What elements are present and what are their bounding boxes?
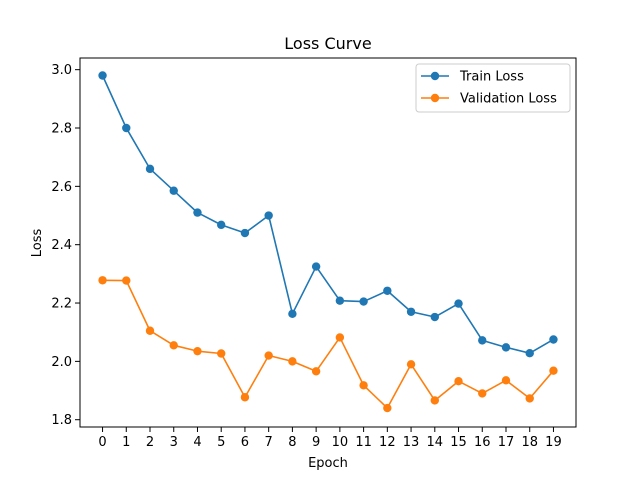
series-0-point [169,186,178,195]
y-axis-label: Loss [30,229,45,258]
x-axis-label: Epoch [308,456,348,471]
series-0-point [264,211,273,220]
series-1-point [98,276,107,285]
y-tick-label: 2.2 [51,297,72,312]
x-tick-label: 14 [427,435,444,450]
series-0-point [98,71,107,80]
x-tick-label: 13 [403,435,420,450]
x-tick-label: 12 [379,435,396,450]
series-0-point [311,262,321,271]
series-0-point [240,228,250,238]
legend-label-1: Validation Loss [460,92,557,107]
series-0-point [122,123,131,133]
series-0-point [288,309,297,319]
series-1-point [169,341,178,350]
legend-label-0: Train Loss [459,70,524,85]
series-0-point [193,208,202,217]
x-tick-label: 18 [521,435,538,450]
series-1-point [478,389,487,398]
x-tick-label: 19 [545,435,562,450]
y-tick-label: 2.8 [51,122,72,137]
legend-marker-1 [430,93,440,103]
series-0-point [430,312,439,322]
series-1-point [501,376,511,385]
chart-title: Loss Curve [284,34,371,53]
series-1-point [359,381,368,390]
x-tick-label: 16 [474,435,491,450]
x-tick-label: 2 [146,435,154,450]
x-tick-label: 10 [332,435,349,450]
x-tick-label: 5 [217,435,225,450]
series-0-point [406,307,416,316]
series-1-point [217,349,226,358]
x-tick-label: 6 [241,435,249,450]
series-1-point [193,346,202,356]
series-0-point [525,349,534,358]
y-tick-label: 2.6 [51,180,72,195]
series-0-point [501,343,511,352]
series-0-point [145,164,155,174]
plot-area [98,71,558,413]
series-1-point [335,333,345,342]
series-1-point [264,351,273,360]
series-0-point [478,336,487,345]
series-1-point [430,396,439,405]
series-1-point [383,403,392,413]
x-tick-label: 1 [122,435,130,450]
series-0-point [549,335,558,344]
series-line-0 [101,75,554,355]
legend-marker-0 [430,71,440,81]
x-tick-label: 11 [355,435,372,450]
series-0-point [335,296,345,305]
x-tick-label: 8 [288,435,296,450]
series-1-point [122,276,131,285]
series-1-point [525,394,534,403]
y-tick-label: 3.0 [51,63,72,78]
y-tick-label: 2.0 [51,355,72,370]
x-tick-label: 3 [170,435,178,450]
y-tick-label: 1.8 [51,413,72,428]
series-0-point [383,286,392,295]
series-1-point [311,367,321,376]
series-0-point [217,220,226,230]
legend-box [415,63,571,113]
x-tick-label: 0 [98,435,106,450]
series-1-point [145,326,155,335]
series-1-point [549,366,558,375]
series-1-point [406,360,416,369]
legend: Train Loss Validation Loss [415,63,571,113]
y-tick-label: 2.4 [51,238,72,253]
series-1-point [454,377,463,386]
series-0-point [359,297,368,306]
x-tick-label: 9 [312,435,320,450]
x-tick-label: 7 [265,435,273,450]
series-1-point [240,393,250,402]
x-tick-label: 15 [450,435,467,450]
axes: 0 1 2 3 4 5 6 7 8 9 10 11 12 13 14 15 16 17 18 191.82.02.22… [51,63,561,450]
x-tick-label: 17 [498,435,515,450]
plot-frame [79,57,577,428]
series-1-point [288,357,297,366]
x-tick-label: 4 [193,435,201,450]
series-0-point [454,299,463,308]
